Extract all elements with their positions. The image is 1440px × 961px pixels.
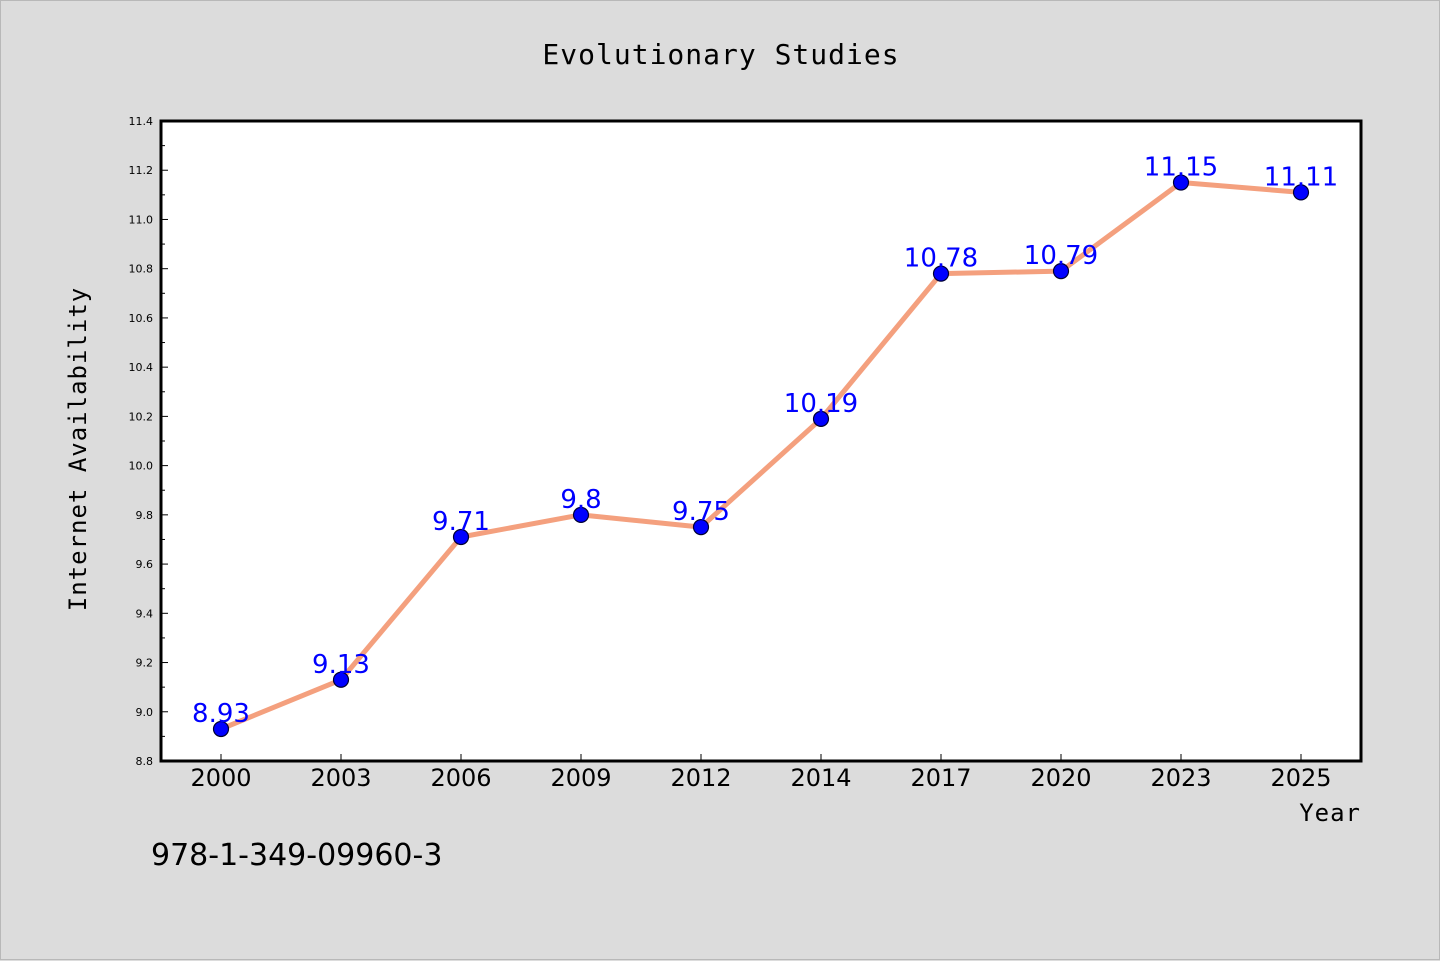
- y-tick-label: 9.8: [136, 509, 154, 522]
- data-point-marker: [812, 410, 830, 427]
- data-point-marker: [332, 671, 350, 688]
- x-tick-label: 2012: [670, 764, 731, 792]
- data-label: 9.8: [560, 485, 601, 515]
- footnote-isbn: 978-1-349-09960-3: [151, 838, 442, 873]
- y-tick-label: 10.2: [129, 410, 154, 423]
- data-labels-layer: 8.93 9.13 9.71 9.8 9.75 10.19 10.78 10.79 11.15 1…: [192, 153, 1338, 729]
- data-point-marker: [932, 265, 950, 282]
- y-axis-label: Internet Availability: [64, 287, 92, 611]
- series-line: [218, 180, 1304, 732]
- x-tick-label: 2017: [910, 764, 971, 792]
- data-label: 10.78: [904, 244, 978, 274]
- data-label: 9.75: [672, 497, 730, 527]
- data-point-marker: [452, 528, 470, 546]
- data-point-marker: [1172, 174, 1190, 191]
- x-axis-label: Year: [1299, 799, 1361, 827]
- y-tick-label: 10.6: [129, 312, 154, 325]
- data-point-marker: [212, 720, 230, 738]
- y-tick-label: 11.2: [129, 164, 154, 177]
- y-tick-label: 8.8: [136, 755, 154, 768]
- y-tick-label: 10.0: [129, 460, 154, 473]
- data-label: 11.15: [1144, 153, 1218, 183]
- y-tick-label: 11.0: [129, 213, 154, 226]
- data-point-marker: [572, 506, 590, 523]
- x-tick-label: 2023: [1150, 764, 1211, 792]
- y-tick-label: 11.4: [129, 115, 154, 128]
- y-tick-label: 10.8: [129, 263, 154, 276]
- y-tick-label: 9.0: [136, 706, 154, 719]
- x-tick-label: 2006: [430, 764, 491, 792]
- x-axis-ticks: 2000 2003 2006 2009 2012 2014 2017 2020 2023 2025: [190, 754, 1332, 792]
- x-tick-label: 2014: [790, 764, 851, 792]
- data-label: 10.79: [1024, 241, 1098, 271]
- data-label: 9.13: [312, 650, 370, 680]
- chart-title: Evolutionary Studies: [542, 38, 899, 71]
- data-point-marker: [1052, 263, 1070, 280]
- y-axis-ticks: 8.8 9.0 9.2 9.4 9.6 9.8 10.0 10.2 10.4 10.6 10.8 11…: [129, 115, 168, 768]
- x-tick-label: 2000: [190, 764, 251, 792]
- data-label: 8.93: [192, 699, 250, 729]
- data-label: 9.71: [432, 507, 490, 537]
- x-tick-label: 2020: [1030, 764, 1091, 792]
- x-tick-label: 2003: [310, 764, 371, 792]
- series-layer: [212, 174, 1310, 738]
- x-tick-label: 2009: [550, 764, 611, 792]
- y-tick-label: 9.4: [136, 607, 154, 620]
- data-label: 11.11: [1264, 162, 1338, 192]
- y-tick-label: 9.6: [136, 558, 154, 571]
- y-tick-label: 9.2: [136, 657, 154, 670]
- x-tick-label: 2025: [1270, 764, 1331, 792]
- data-point-marker: [1292, 184, 1310, 201]
- data-point-marker: [692, 519, 710, 536]
- y-tick-label: 10.4: [129, 361, 154, 374]
- data-label: 10.19: [784, 389, 858, 419]
